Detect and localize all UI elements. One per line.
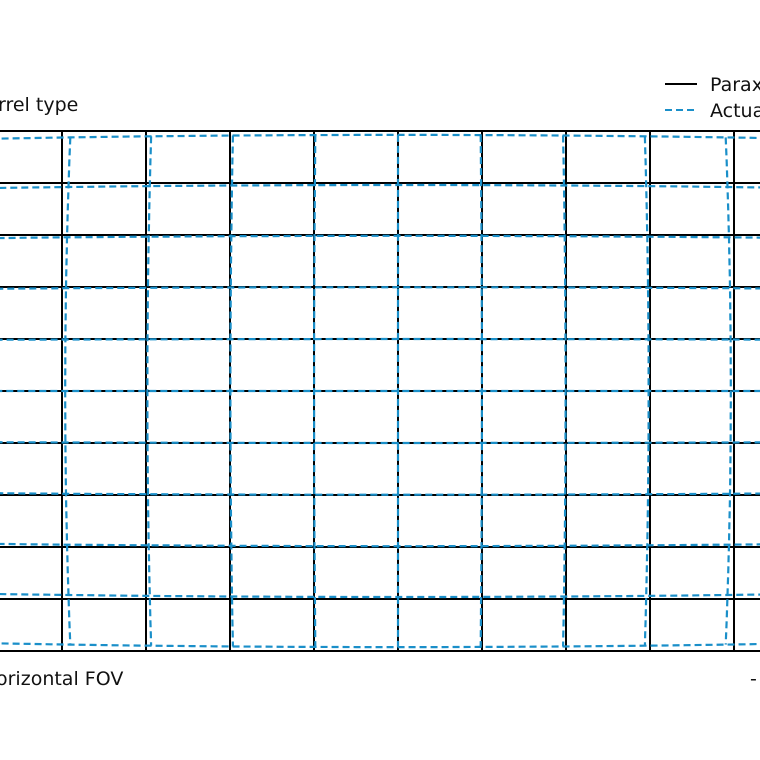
legend-label-actual: Actua <box>710 100 760 122</box>
actual-horizontal-line <box>0 133 760 140</box>
actual-horizontal-line <box>0 286 760 290</box>
actual-horizontal-line <box>0 183 760 190</box>
actual-vertical-line <box>313 135 317 647</box>
actual-vertical-line <box>562 135 567 647</box>
chart-title: rrel type <box>0 94 78 116</box>
actual-horizontal-line <box>0 441 760 445</box>
actual-horizontal-line <box>0 337 760 341</box>
actual-horizontal-line <box>0 492 760 496</box>
legend-label-paraxial: Parax <box>710 74 760 96</box>
actual-grid <box>0 133 760 649</box>
x-tick-label-right: - <box>750 668 757 690</box>
actual-vertical-line <box>146 136 153 646</box>
x-axis-label: orizontal FOV <box>0 668 123 690</box>
actual-horizontal-line <box>0 592 760 599</box>
actual-horizontal-line <box>0 642 760 649</box>
actual-horizontal-line <box>0 542 760 548</box>
legend: Parax Actua <box>665 74 760 122</box>
actual-horizontal-line <box>0 234 760 240</box>
actual-vertical-line <box>724 137 732 645</box>
